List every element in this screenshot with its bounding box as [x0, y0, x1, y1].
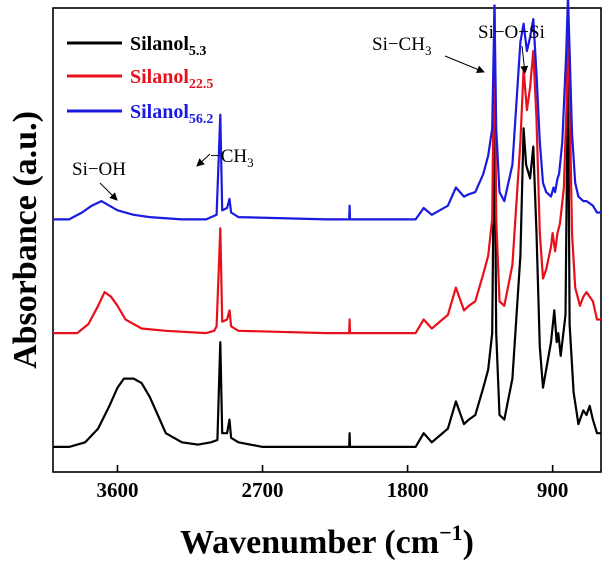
series-layer	[53, 0, 601, 448]
legend-label-silanol-5-3: Silanol5.3	[130, 33, 206, 59]
series-line-5-3	[53, 59, 601, 448]
x-tick-label-1800: 1800	[387, 478, 429, 502]
x-tick-label-2700: 2700	[242, 478, 284, 502]
annotation-si-o-si-arrow	[520, 45, 529, 74]
x-tick-label-3600: 3600	[96, 478, 138, 502]
x-axis-ticks: 3600 2700 1800 900	[96, 465, 568, 502]
annotations: Si−OH −CH3 Si−CH3 Si−O−Si	[72, 22, 545, 201]
annotation-si-ch3-arrow	[444, 55, 485, 74]
y-axis-title: Absorbance (a.u.)	[7, 111, 44, 369]
legend: Silanol5.3 Silanol22.5 Silanol56.2	[67, 33, 213, 127]
annotation-ch3: −CH3	[210, 146, 254, 170]
legend-label-silanol-56-2: Silanol56.2	[130, 101, 213, 127]
plot-frame	[52, 7, 602, 473]
annotation-si-ch3: Si−CH3	[372, 34, 431, 58]
annotation-si-oh-arrow	[99, 182, 118, 201]
series-line-56-2	[53, 0, 601, 221]
annotation-si-o-si: Si−O−Si	[478, 22, 545, 43]
annotation-si-oh: Si−OH	[72, 159, 126, 180]
series-line-22-5	[53, 4, 601, 335]
legend-label-silanol-22-5: Silanol22.5	[130, 66, 213, 92]
annotation-ch3-arrow	[196, 153, 211, 167]
x-tick-label-900: 900	[537, 478, 569, 502]
x-axis-title: Wavenumber (cm−1)	[180, 520, 474, 561]
